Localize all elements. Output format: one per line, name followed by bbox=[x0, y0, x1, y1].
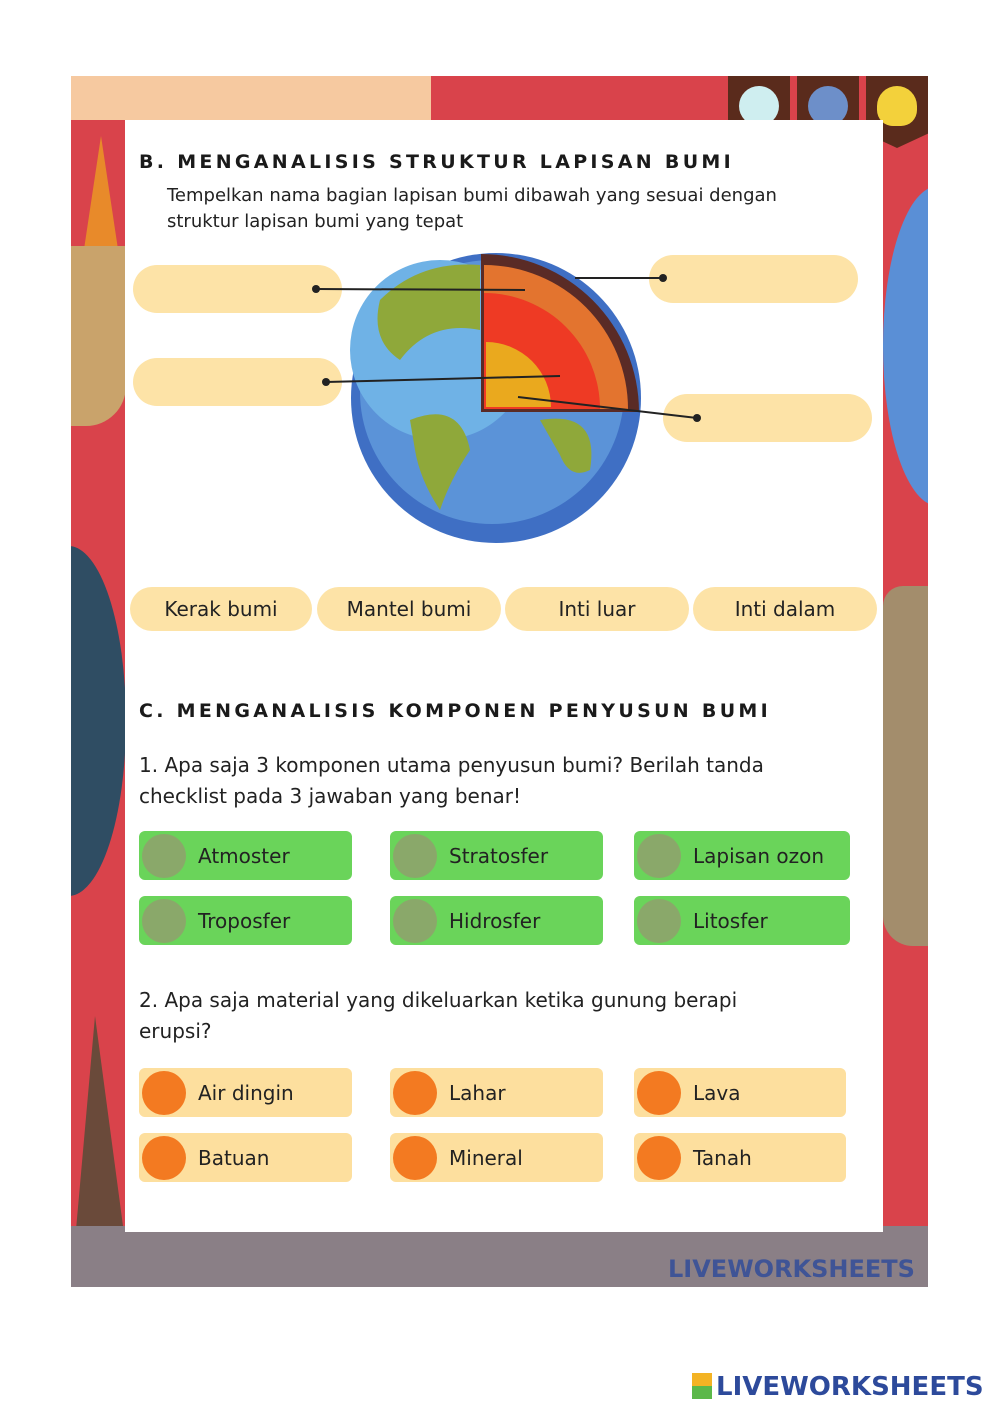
sky-decoration bbox=[71, 76, 431, 120]
checkbox-circle[interactable] bbox=[637, 898, 681, 943]
question-2: 2. Apa saja material yang dikeluarkan ke… bbox=[139, 985, 737, 1047]
drop-zone-2[interactable] bbox=[133, 358, 342, 406]
question-2-line: erupsi? bbox=[139, 1019, 212, 1043]
checkbox-circle[interactable] bbox=[637, 1135, 681, 1180]
option-label: Air dingin bbox=[198, 1080, 294, 1105]
checkbox-circle[interactable] bbox=[393, 898, 437, 943]
watermark-inner: LIVEWORKSHEETS bbox=[668, 1255, 915, 1283]
option-label: Stratosfer bbox=[449, 843, 549, 868]
pointer-line bbox=[315, 288, 526, 291]
option-label: Hidrosfer bbox=[449, 908, 541, 933]
answer-chip-inti-dalam[interactable]: Inti dalam bbox=[693, 587, 877, 631]
continent bbox=[540, 418, 592, 473]
answer-chip-kerak-bumi[interactable]: Kerak bumi bbox=[130, 587, 312, 631]
option-lava[interactable]: Lava bbox=[634, 1068, 846, 1117]
checkbox-circle[interactable] bbox=[637, 833, 681, 878]
drop-zone-3[interactable] bbox=[649, 255, 858, 303]
option-lapisan-ozon[interactable]: Lapisan ozon bbox=[634, 831, 850, 880]
checkbox-circle[interactable] bbox=[393, 833, 437, 878]
option-label: Tanah bbox=[693, 1145, 752, 1170]
question-2-line: 2. Apa saja material yang dikeluarkan ke… bbox=[139, 988, 738, 1012]
option-label: Litosfer bbox=[693, 908, 768, 933]
section-b-title: B. MENGANALISIS STRUKTUR LAPISAN BUMI bbox=[139, 151, 734, 173]
cliff-decoration bbox=[883, 586, 928, 946]
drop-zone-1[interactable] bbox=[133, 265, 342, 313]
liveworksheets-logo: LIVEWORKSHEETS bbox=[692, 1372, 984, 1402]
earth-layers-diagram bbox=[312, 253, 701, 543]
option-troposfer[interactable]: Troposfer bbox=[139, 896, 352, 945]
checkbox-circle[interactable] bbox=[142, 898, 186, 943]
option-stratosfer[interactable]: Stratosfer bbox=[390, 831, 603, 880]
option-hidrosfer[interactable]: Hidrosfer bbox=[390, 896, 603, 945]
checkbox-circle[interactable] bbox=[393, 1070, 437, 1115]
continent bbox=[377, 264, 480, 360]
checkbox-circle[interactable] bbox=[637, 1070, 681, 1115]
inner-core-layer bbox=[486, 342, 551, 407]
answer-chip-inti-luar[interactable]: Inti luar bbox=[505, 587, 689, 631]
instruction-text: struktur lapisan bumi yang tepat bbox=[167, 211, 464, 232]
question-1-line: 1. Apa saja 3 komponen utama penyusun bu… bbox=[139, 753, 764, 777]
question-1-line: checklist pada 3 jawaban yang benar! bbox=[139, 784, 522, 808]
logo-icon bbox=[692, 1373, 712, 1399]
option-litosfer[interactable]: Litosfer bbox=[634, 896, 850, 945]
option-label: Lahar bbox=[449, 1080, 506, 1105]
checkbox-circle[interactable] bbox=[142, 1070, 186, 1115]
logo-text: LIVEWORKSHEETS bbox=[716, 1372, 984, 1402]
ground-decoration bbox=[71, 1226, 928, 1287]
checkbox-circle[interactable] bbox=[393, 1135, 437, 1180]
option-label: Batuan bbox=[198, 1145, 270, 1170]
checkbox-circle[interactable] bbox=[142, 833, 186, 878]
pointer-line bbox=[517, 396, 698, 419]
question-1: 1. Apa saja 3 komponen utama penyusun bu… bbox=[139, 750, 764, 812]
option-label: Mineral bbox=[449, 1145, 523, 1170]
option-batuan[interactable]: Batuan bbox=[139, 1133, 352, 1182]
option-air-dingin[interactable]: Air dingin bbox=[139, 1068, 352, 1117]
option-atmoster[interactable]: Atmoster bbox=[139, 831, 352, 880]
instruction-text: Tempelkan nama bagian lapisan bumi dibaw… bbox=[167, 185, 777, 206]
answer-chip-mantel-bumi[interactable]: Mantel bumi bbox=[317, 587, 501, 631]
option-label: Atmoster bbox=[198, 843, 290, 868]
option-label: Troposfer bbox=[198, 908, 291, 933]
option-tanah[interactable]: Tanah bbox=[634, 1133, 846, 1182]
rock-decoration bbox=[71, 246, 126, 426]
checkbox-circle[interactable] bbox=[142, 1135, 186, 1180]
option-mineral[interactable]: Mineral bbox=[390, 1133, 603, 1182]
option-label: Lava bbox=[693, 1080, 741, 1105]
continent bbox=[410, 414, 470, 510]
option-lahar[interactable]: Lahar bbox=[390, 1068, 603, 1117]
section-c-title: C. MENGANALISIS KOMPONEN PENYUSUN BUMI bbox=[139, 700, 772, 722]
option-label: Lapisan ozon bbox=[693, 843, 825, 868]
pointer-line bbox=[325, 375, 561, 383]
